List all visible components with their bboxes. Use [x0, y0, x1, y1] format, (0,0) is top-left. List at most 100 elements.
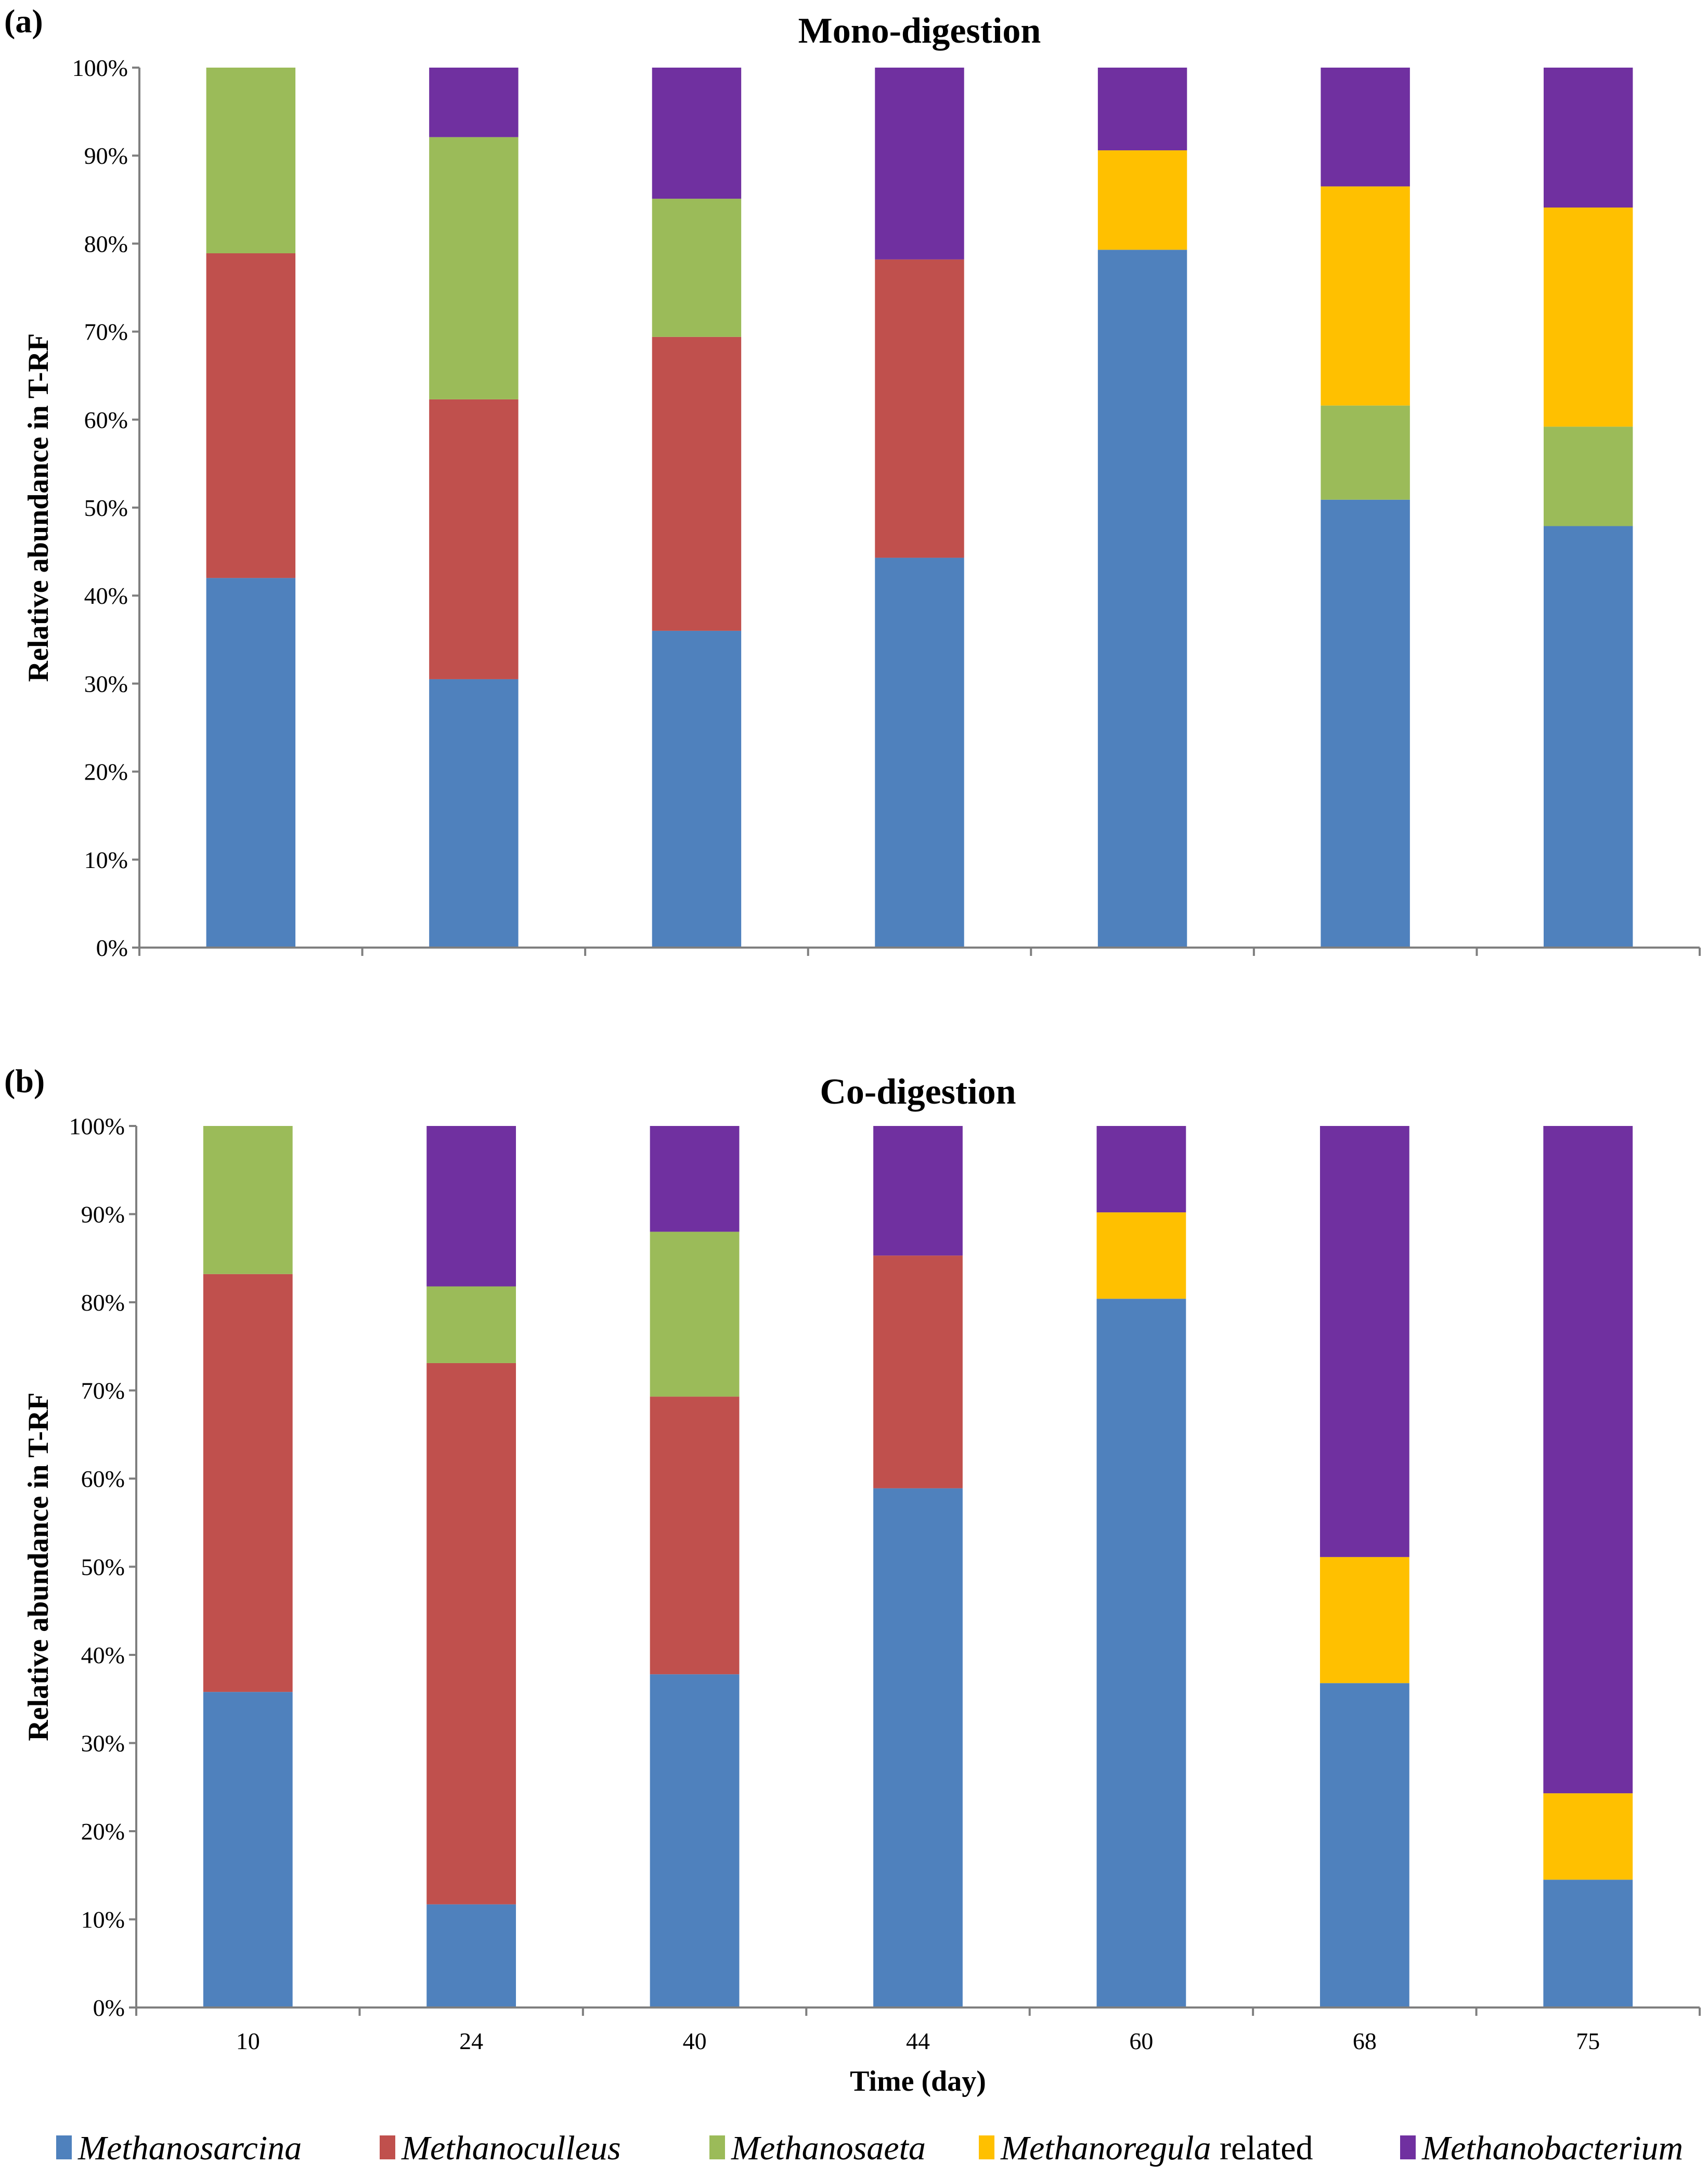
bar-methanoculleus-44 — [875, 259, 964, 558]
legend-label: Methanosaeta — [731, 2129, 926, 2167]
bar-methanobacterium-44 — [875, 68, 964, 260]
legend-item-methanosaeta: Methanosaeta — [709, 2129, 926, 2167]
legend: Methanosarcina Methanoculleus Methanosaeta… — [56, 2129, 1683, 2167]
legend-label: Methanoregula related — [1000, 2129, 1313, 2167]
bar-methanosarcina-40 — [650, 1674, 740, 2007]
bar-methanosarcina-44 — [875, 558, 964, 948]
y-tick-label: 50% — [81, 1554, 125, 1581]
y-tick-label: 70% — [81, 1378, 125, 1404]
bar-methanobacterium-68 — [1321, 68, 1410, 187]
y-tick-label: 30% — [81, 1730, 125, 1757]
chart-title: Co-digestion — [820, 1072, 1016, 1112]
bar-methanoculleus-44 — [873, 1255, 963, 1488]
panel-label: (a) — [4, 3, 43, 40]
bar-methanosarcina-60 — [1097, 250, 1187, 948]
bar-methanosaeta-75 — [1544, 426, 1633, 526]
bar-methanoregula-related-68 — [1319, 1557, 1409, 1683]
bar-methanosaeta-24 — [426, 1286, 516, 1363]
bar-methanosarcina-44 — [873, 1488, 963, 2007]
bar-methanosarcina-75 — [1544, 526, 1633, 948]
bar-methanosarcina-24 — [426, 1904, 516, 2007]
y-tick-label: 90% — [84, 143, 128, 169]
panel-b-co-digestion: (b) Co-digestion Relative abundance in T-R… — [4, 1063, 1701, 2097]
bar-methanoregula-related-75 — [1543, 1793, 1633, 1880]
bar-methanosarcina-68 — [1319, 1683, 1409, 2007]
bar-methanobacterium-24 — [426, 1126, 516, 1287]
red-square-icon — [380, 2135, 395, 2159]
legend-item-methanosarcina: Methanosarcina — [56, 2129, 302, 2167]
bar-methanoregula-related-60 — [1096, 1212, 1186, 1299]
bar-methanosaeta-40 — [652, 199, 742, 337]
y-tick-label: 80% — [84, 230, 128, 257]
x-tick-label: 44 — [906, 2028, 930, 2054]
y-tick-label: 80% — [81, 1289, 125, 1316]
bar-methanosaeta-68 — [1321, 405, 1410, 500]
purple-square-icon — [1400, 2135, 1416, 2159]
bar-methanosarcina-68 — [1321, 499, 1410, 948]
chart-title: Mono-digestion — [798, 11, 1041, 51]
bar-methanoregula-related-75 — [1544, 208, 1633, 427]
bar-methanobacterium-68 — [1319, 1126, 1409, 1557]
bar-methanobacterium-75 — [1543, 1126, 1633, 1794]
x-tick-label: 68 — [1353, 2028, 1377, 2054]
y-tick-label: 100% — [72, 55, 128, 81]
legend-item-methanoculleus: Methanoculleus — [380, 2129, 621, 2167]
x-tick-label: 24 — [459, 2028, 483, 2054]
panel-a-mono-digestion: (a) Mono-digestion Relative abundance in T… — [4, 3, 1701, 961]
bar-methanoculleus-40 — [650, 1396, 740, 1675]
bar-methanobacterium-60 — [1097, 68, 1187, 151]
legend-label: Methanosarcina — [77, 2129, 302, 2167]
bar-methanoculleus-10 — [203, 1274, 293, 1692]
bar-methanobacterium-44 — [873, 1126, 963, 1256]
y-axis-title: Relative abundance in T-RF — [22, 333, 55, 682]
bar-methanobacterium-40 — [650, 1126, 740, 1232]
bar-methanosarcina-10 — [206, 578, 295, 948]
y-tick-label: 70% — [84, 319, 128, 345]
x-tick-label: 75 — [1576, 2028, 1600, 2054]
legend-label: Methanobacterium — [1421, 2129, 1683, 2167]
bar-methanoculleus-40 — [652, 336, 742, 631]
bar-methanosarcina-60 — [1096, 1299, 1186, 2007]
bar-methanoculleus-10 — [206, 253, 295, 578]
bar-methanosaeta-40 — [650, 1232, 740, 1397]
y-tick-label: 10% — [81, 1907, 125, 1933]
y-tick-label: 40% — [84, 582, 128, 609]
y-tick-label: 30% — [84, 670, 128, 697]
legend-item-methanoregula-related: Methanoregula related — [979, 2129, 1313, 2167]
bar-methanosarcina-10 — [203, 1692, 293, 2007]
bar-methanobacterium-75 — [1544, 68, 1633, 208]
bar-methanosarcina-40 — [652, 630, 742, 948]
bar-methanosaeta-24 — [429, 137, 519, 399]
y-tick-label: 0% — [93, 1994, 125, 2021]
green-square-icon — [709, 2135, 725, 2159]
bar-methanoregula-related-68 — [1321, 186, 1410, 406]
y-tick-label: 100% — [69, 1113, 125, 1139]
y-axis-title: Relative abundance in T-RF — [22, 1392, 55, 1741]
x-tick-label: 60 — [1129, 2028, 1153, 2054]
y-tick-label: 0% — [96, 935, 128, 961]
bar-methanoculleus-24 — [429, 399, 519, 679]
x-tick-label: 10 — [236, 2028, 260, 2054]
bar-methanoculleus-24 — [426, 1363, 516, 1905]
y-tick-label: 60% — [81, 1466, 125, 1492]
bar-methanoregula-related-60 — [1097, 150, 1187, 250]
bar-methanobacterium-60 — [1096, 1126, 1186, 1213]
legend-item-methanobacterium: Methanobacterium — [1400, 2129, 1683, 2167]
bar-methanosaeta-10 — [203, 1126, 293, 1274]
y-tick-label: 90% — [81, 1201, 125, 1228]
bar-methanosaeta-10 — [206, 68, 295, 254]
y-tick-label: 20% — [81, 1818, 125, 1845]
x-axis-title: Time (day) — [850, 2065, 986, 2097]
y-tick-label: 50% — [84, 495, 128, 521]
bar-methanobacterium-40 — [652, 68, 742, 199]
orange-square-icon — [979, 2135, 994, 2159]
y-tick-label: 40% — [81, 1642, 125, 1668]
y-tick-label: 10% — [84, 847, 128, 873]
bar-methanosarcina-24 — [429, 679, 519, 948]
bar-methanosarcina-75 — [1543, 1880, 1633, 2007]
x-tick-label: 40 — [683, 2028, 707, 2054]
legend-label: Methanoculleus — [401, 2129, 621, 2167]
bar-methanobacterium-24 — [429, 68, 519, 137]
y-tick-label: 20% — [84, 759, 128, 785]
